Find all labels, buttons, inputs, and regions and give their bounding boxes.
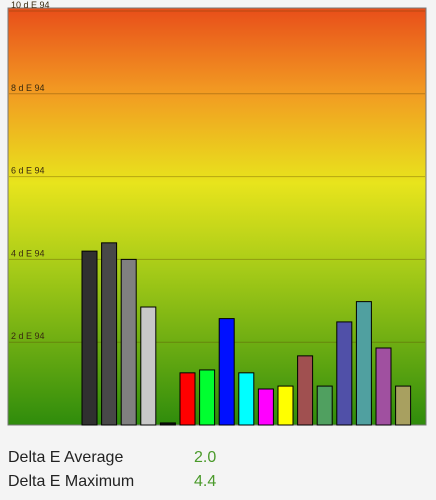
bar — [316, 385, 333, 426]
bar — [238, 372, 255, 426]
bar — [277, 385, 294, 426]
bar — [120, 258, 137, 426]
bar — [199, 369, 216, 426]
y-tick-label: 4 d E 94 — [11, 248, 45, 258]
y-tick-label: 10 d E 94 — [11, 0, 50, 10]
stat-label: Delta E Average — [8, 449, 123, 466]
bar — [395, 385, 412, 426]
bar — [140, 306, 157, 426]
bar — [218, 318, 235, 426]
bar — [179, 372, 196, 426]
bar — [257, 388, 274, 426]
bar — [375, 347, 392, 426]
stat-value: 4.4 — [194, 473, 216, 490]
bar — [355, 301, 372, 426]
stat-label: Delta E Maximum — [8, 473, 134, 490]
y-tick-label: 6 d E 94 — [11, 166, 45, 176]
bar — [159, 422, 176, 426]
bar — [336, 321, 353, 426]
bar — [81, 250, 98, 426]
bar — [101, 242, 118, 426]
y-tick-label: 8 d E 94 — [11, 83, 45, 93]
y-tick-label: 2 d E 94 — [11, 331, 45, 341]
stat-value: 2.0 — [194, 449, 216, 466]
bar — [297, 355, 314, 426]
